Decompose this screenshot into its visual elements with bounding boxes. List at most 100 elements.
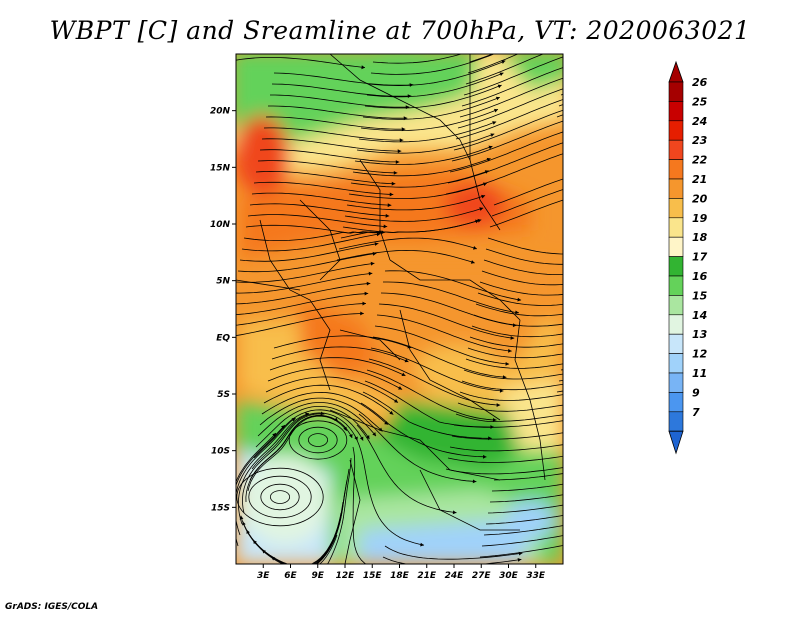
vortex-streamline (288, 420, 348, 460)
lon-tick-label: 33E (526, 571, 546, 581)
streamline-arrow (740, 135, 744, 139)
streamline (376, 314, 512, 352)
streamline-arrow (452, 510, 457, 515)
streamline-arrow (496, 403, 501, 407)
colorbar-bottom-arrow (668, 430, 684, 455)
streamline-arrow (239, 515, 244, 520)
streamline (477, 292, 563, 306)
streamline-arrow (483, 454, 487, 459)
streamline (384, 270, 522, 301)
streamline (469, 336, 563, 348)
streamline-arrow (587, 427, 591, 431)
streamline-arrow (714, 252, 718, 256)
streamline-arrow (499, 72, 504, 76)
streamline-arrow (481, 194, 486, 199)
streamline-arrow (499, 388, 504, 393)
streamline-arrow (510, 336, 515, 340)
colorbar-swatch (668, 353, 684, 374)
colorbar-swatch (668, 198, 684, 219)
streamline (372, 54, 463, 64)
streamline-arrow (583, 451, 587, 455)
colorbar-swatch (668, 275, 684, 296)
streamline (447, 455, 563, 463)
streamline-arrow (588, 69, 592, 73)
colorbar-label: 14 (692, 309, 707, 322)
streamline (263, 127, 404, 141)
colorbar-label: 23 (692, 134, 708, 147)
streamline-arrow (725, 436, 729, 440)
streamline (453, 109, 563, 151)
vortex-streamline (260, 483, 300, 511)
streamline-arrow (620, 502, 624, 506)
streamline (489, 199, 563, 228)
streamline (243, 231, 383, 241)
streamline-arrow (473, 246, 477, 250)
streamline-arrow (582, 102, 586, 106)
streamline-arrow (600, 356, 604, 360)
streamline-arrow (721, 458, 725, 462)
streamline (251, 192, 392, 206)
streamline-arrow (726, 208, 730, 212)
lat-tick-label: 15S (211, 503, 230, 513)
streamline-arrow (395, 160, 400, 164)
streamline (451, 120, 563, 162)
streamline (479, 281, 563, 296)
streamline (356, 133, 495, 154)
streamline-arrow (602, 345, 606, 349)
streamline (453, 420, 563, 428)
streamline-arrow (374, 242, 379, 246)
streamline (358, 413, 477, 482)
streamline (481, 535, 563, 547)
streamline-arrow (479, 207, 484, 211)
streamline-arrow (708, 290, 712, 294)
streamline (241, 233, 381, 252)
streamline (591, 200, 730, 211)
streamline (236, 417, 296, 536)
streamline-arrow (620, 186, 624, 190)
streamline-arrow (597, 377, 601, 381)
streamline (364, 84, 502, 109)
streamline (581, 503, 717, 535)
streamline (465, 54, 545, 85)
streamline-arrow (407, 94, 412, 98)
streamline-arrow (362, 301, 366, 306)
streamline-arrow (618, 264, 622, 268)
streamline-arrow (719, 469, 723, 473)
streamline (463, 56, 563, 96)
colorbar-swatch (668, 120, 684, 141)
colorbar-label: 25 (692, 95, 708, 108)
streamline-arrow (475, 219, 479, 224)
streamline-arrow (383, 224, 388, 229)
colorbar-swatch (668, 139, 684, 160)
colorbar-label: 18 (692, 231, 708, 244)
colorbar-label: 16 (692, 270, 708, 283)
streamline (461, 67, 563, 107)
streamline (352, 158, 491, 177)
streamline-arrow (517, 297, 522, 302)
streamline-arrow (595, 389, 599, 393)
streamline-arrow (717, 480, 721, 484)
streamline-arrow (629, 459, 633, 463)
streamline (268, 105, 408, 119)
streamline (449, 131, 563, 173)
streamline-arrow (494, 108, 498, 113)
streamline-arrow (581, 463, 585, 467)
streamline-arrow (736, 418, 740, 422)
streamline (461, 380, 563, 391)
streamline (358, 121, 497, 143)
streamline-arrow (360, 311, 364, 316)
streamline (597, 168, 736, 180)
lat-tick-label: 5N (216, 277, 230, 287)
streamline (269, 357, 406, 377)
grads-credit: GrADS: IGES/COLA (5, 602, 99, 612)
streamline-arrow (497, 84, 502, 89)
lon-tick-label: 18E (390, 571, 410, 581)
streamline-arrow (734, 167, 738, 171)
streamline-arrow (627, 470, 631, 474)
streamline (261, 138, 402, 152)
streamline (267, 367, 403, 390)
streamline (577, 525, 713, 558)
streamline-arrow (291, 418, 296, 422)
streamline (265, 116, 406, 130)
streamline-arrow (488, 145, 493, 150)
